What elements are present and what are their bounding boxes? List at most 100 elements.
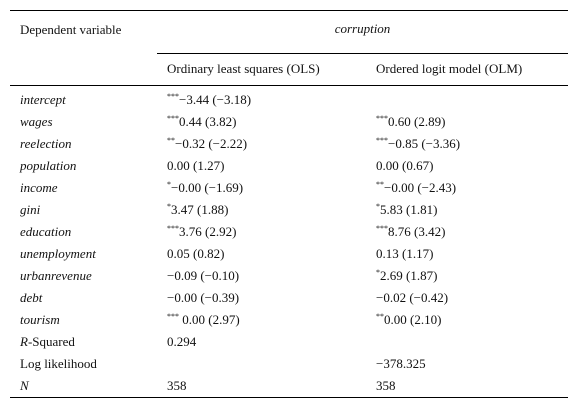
significance-stars: *** <box>167 223 179 233</box>
intercept-olm-cell <box>366 85 568 111</box>
population-ols-cell: 0.00 (1.27) <box>157 155 366 177</box>
coefficient-value: −0.85 (−3.36) <box>388 135 461 151</box>
coefficient-value: −3.44 (−3.18) <box>179 91 252 107</box>
coefficient-value: −0.32 (−2.22) <box>175 135 248 151</box>
statistics-rows: R-Squared 0.294 Log likelihood −378.325 … <box>10 331 568 398</box>
significance-stars: *** <box>167 113 179 123</box>
table-row: urbanrevenue −0.09 (−0.10) *2.69 (1.87) <box>10 265 568 287</box>
population-olm-cell: 0.00 (0.67) <box>366 155 568 177</box>
table-row: tourism *** 0.00 (2.97) **0.00 (2.10) <box>10 309 568 331</box>
reelection-olm-cell: ***−0.85 (−3.36) <box>366 133 568 155</box>
coefficient-value: −0.02 (−0.42) <box>376 289 449 305</box>
coefficient-value: −0.00 (−1.69) <box>171 179 244 195</box>
coefficient-value: −0.09 (−0.10) <box>167 267 240 283</box>
debt-olm-cell: −0.02 (−0.42) <box>366 287 568 309</box>
header-row-1: Dependent variable corruption <box>10 10 568 54</box>
row-label-rsquared: R-Squared <box>10 331 157 353</box>
row-label-urbanrevenue: urbanrevenue <box>20 267 92 283</box>
reelection-ols-cell: **−0.32 (−2.22) <box>157 133 366 155</box>
table-row-rsquared: R-Squared 0.294 <box>10 331 568 353</box>
header-empty-cell <box>10 53 157 86</box>
significance-stars: ** <box>167 135 175 145</box>
coefficient-value: 0.00 (2.97) <box>179 311 240 327</box>
wages-ols-cell: ***0.44 (3.82) <box>157 111 366 133</box>
coefficient-value: 2.69 (1.87) <box>380 267 438 283</box>
row-label-education: education <box>20 223 72 239</box>
table-row-n: N 358 358 <box>10 374 568 398</box>
table-row: intercept ***−3.44 (−3.18) <box>10 85 568 111</box>
gini-olm-cell: *5.83 (1.81) <box>366 199 568 221</box>
row-label-tourism: tourism <box>20 311 60 327</box>
income-olm-cell: **−0.00 (−2.43) <box>366 177 568 199</box>
coefficient-value: 0.00 (1.27) <box>167 157 225 173</box>
coefficient-value: 0.60 (2.89) <box>388 113 446 129</box>
significance-stars: * <box>167 179 171 189</box>
tourism-ols-cell: *** 0.00 (2.97) <box>157 309 366 331</box>
log-likelihood-olm-value: −378.325 <box>376 355 426 371</box>
table-row: gini *3.47 (1.88) *5.83 (1.81) <box>10 199 568 221</box>
row-label-wages: wages <box>20 113 53 129</box>
row-label-log-likelihood: Log likelihood <box>20 355 97 371</box>
income-ols-cell: *−0.00 (−1.69) <box>157 177 366 199</box>
gini-ols-cell: *3.47 (1.88) <box>157 199 366 221</box>
table-row-log-likelihood: Log likelihood −378.325 <box>10 353 568 375</box>
significance-stars: * <box>376 267 380 277</box>
rsq-label-italic: R <box>20 333 28 349</box>
row-label-gini: gini <box>20 201 41 217</box>
table-row: debt −0.00 (−0.39) −0.02 (−0.42) <box>10 287 568 309</box>
row-label-reelection: reelection <box>20 135 72 151</box>
table-row: income *−0.00 (−1.69) **−0.00 (−2.43) <box>10 177 568 199</box>
table-row: population 0.00 (1.27) 0.00 (0.67) <box>10 155 568 177</box>
row-label-intercept: intercept <box>20 91 66 107</box>
significance-stars: ** <box>376 311 384 321</box>
coefficient-value: 8.76 (3.42) <box>388 223 446 239</box>
education-ols-cell: ***3.76 (2.92) <box>157 221 366 243</box>
coefficient-value: 0.44 (3.82) <box>179 113 237 129</box>
significance-stars: * <box>376 201 380 211</box>
group-title-corruption: corruption <box>157 10 568 54</box>
coefficient-value: 0.13 (1.17) <box>376 245 434 261</box>
coefficient-value: 3.47 (1.88) <box>171 201 229 217</box>
dependent-variable-label: Dependent variable <box>10 10 157 53</box>
coefficient-value: 3.76 (2.92) <box>179 223 237 239</box>
significance-stars: * <box>167 201 171 211</box>
debt-ols-cell: −0.00 (−0.39) <box>157 287 366 309</box>
n-olm-value: 358 <box>366 374 568 398</box>
table-row: education ***3.76 (2.92) ***8.76 (3.42) <box>10 221 568 243</box>
rsquared-olm-value <box>366 331 568 353</box>
rsq-label-rest: -Squared <box>27 333 75 349</box>
row-label-population: population <box>20 157 77 173</box>
significance-stars: ** <box>376 179 384 189</box>
coefficient-value: 0.05 (0.82) <box>167 245 225 261</box>
unemployment-ols-cell: 0.05 (0.82) <box>157 243 366 265</box>
header-row-2: Ordinary least squares (OLS) Ordered log… <box>10 53 568 86</box>
table-row: unemployment 0.05 (0.82) 0.13 (1.17) <box>10 243 568 265</box>
coefficient-rows: intercept ***−3.44 (−3.18) wages ***0.44 (3… <box>10 85 568 331</box>
coefficient-value: 0.00 (0.67) <box>376 157 434 173</box>
coefficient-value: −0.00 (−2.43) <box>384 179 457 195</box>
table-row: reelection **−0.32 (−2.22) ***−0.85 (−3.36… <box>10 133 568 155</box>
significance-stars: *** <box>167 91 179 101</box>
regression-table: Dependent variable corruption Ordinary l… <box>10 10 568 398</box>
significance-stars: *** <box>376 135 388 145</box>
column-header-olm: Ordered logit model (OLM) <box>366 53 568 86</box>
urbanrevenue-ols-cell: −0.09 (−0.10) <box>157 265 366 287</box>
urbanrevenue-olm-cell: *2.69 (1.87) <box>366 265 568 287</box>
log-likelihood-ols-value <box>157 353 366 375</box>
significance-stars: *** <box>376 113 388 123</box>
tourism-olm-cell: **0.00 (2.10) <box>366 309 568 331</box>
column-header-ols: Ordinary least squares (OLS) <box>157 53 366 86</box>
n-ols-value: 358 <box>157 374 366 398</box>
regression-table-container: Dependent variable corruption Ordinary l… <box>10 10 568 398</box>
rsquared-ols-value: 0.294 <box>167 333 197 349</box>
row-label-n: N <box>10 374 157 398</box>
coefficient-value: 0.00 (2.10) <box>384 311 442 327</box>
row-label-unemployment: unemployment <box>20 245 96 261</box>
coefficient-value: −0.00 (−0.39) <box>167 289 240 305</box>
coefficient-value: 5.83 (1.81) <box>380 201 438 217</box>
unemployment-olm-cell: 0.13 (1.17) <box>366 243 568 265</box>
intercept-ols-cell: ***−3.44 (−3.18) <box>157 85 366 111</box>
education-olm-cell: ***8.76 (3.42) <box>366 221 568 243</box>
row-label-income: income <box>20 179 58 195</box>
significance-stars: *** <box>167 311 179 321</box>
